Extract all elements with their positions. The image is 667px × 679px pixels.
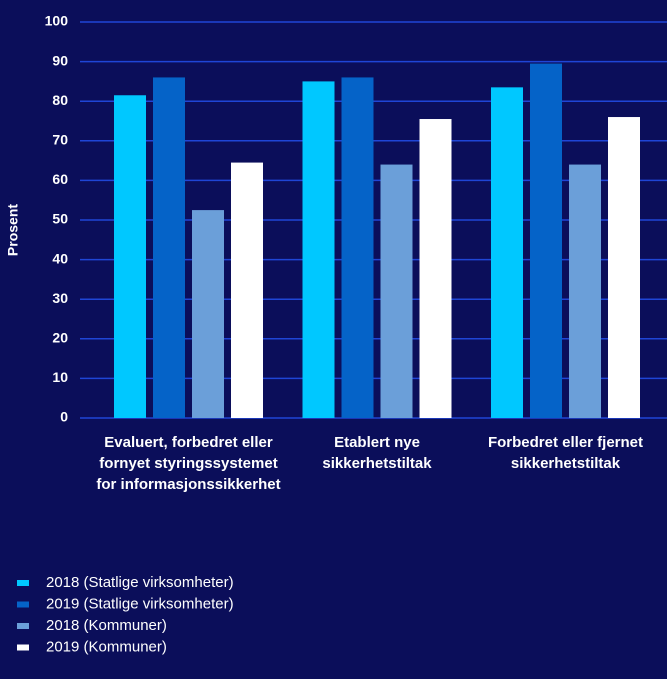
bar (302, 81, 335, 419)
legend-label: 2018 (Statlige virksomheter) (46, 574, 234, 591)
y-tick-label: 50 (52, 211, 68, 227)
bar (491, 87, 523, 418)
y-tick-label: 80 (52, 92, 68, 108)
y-tick-label: 20 (52, 330, 68, 346)
y-axis-label: Prosent (5, 204, 21, 256)
x-tick-label: Forbedret eller fjernet sikkerhetstiltak (487, 434, 644, 472)
y-tick-label: 60 (52, 171, 68, 187)
bar (153, 77, 185, 418)
legend-swatch (17, 623, 29, 629)
y-tick-label: 100 (45, 13, 69, 29)
y-tick-label: 0 (60, 409, 68, 425)
legend-label: 2019 (Statlige virksomheter) (46, 595, 234, 612)
y-tick-label: 70 (52, 132, 68, 148)
legend-swatch (17, 644, 29, 651)
y-tick-label: 90 (52, 52, 68, 68)
bar (231, 162, 263, 418)
bar (380, 164, 413, 418)
x-tick-label: Etablert nye sikkerhetstiltak (322, 434, 432, 472)
x-tick-label: Evaluert, forbedret eller fornyet styrin… (96, 434, 281, 493)
legend-label: 2019 (Kommuner) (46, 638, 167, 655)
bar (569, 164, 601, 418)
bar (192, 210, 224, 418)
bar (419, 119, 452, 419)
legend-swatch (17, 580, 29, 586)
y-tick-label: 30 (52, 290, 68, 306)
legend-label: 2018 (Kommuner) (46, 617, 167, 634)
bar (608, 117, 640, 418)
bar (114, 95, 146, 418)
y-tick-label: 10 (52, 369, 68, 385)
bar (341, 77, 374, 418)
legend-swatch (17, 601, 29, 608)
bar (530, 63, 562, 419)
y-tick-label: 40 (52, 250, 68, 266)
